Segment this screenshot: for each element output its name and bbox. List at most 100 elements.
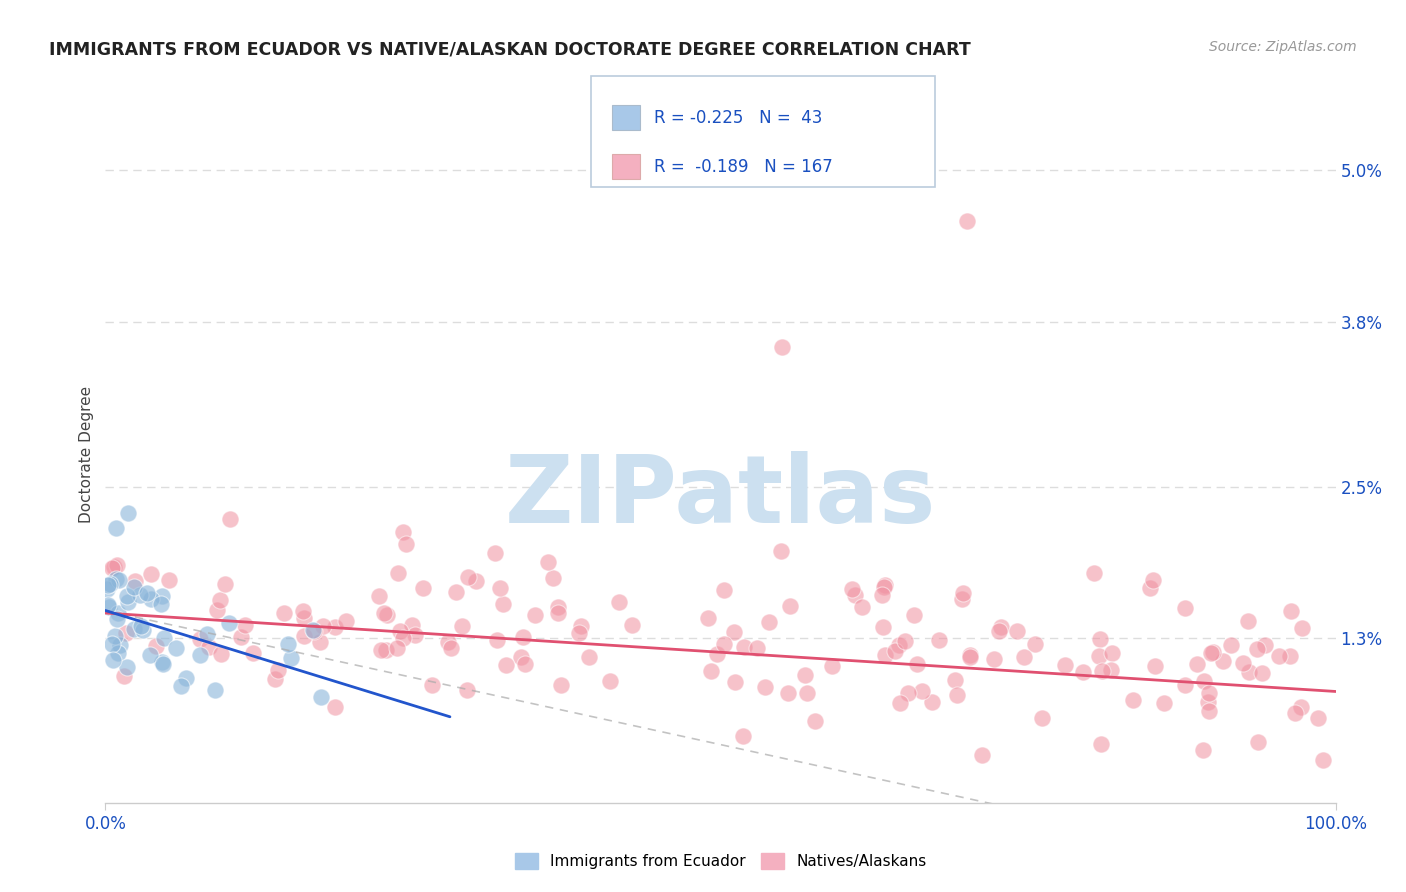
Point	[485, 633, 508, 648]
Point	[124, 574, 146, 588]
Point	[103, 560, 125, 574]
Point	[700, 664, 723, 678]
Point	[1101, 646, 1123, 660]
Point	[873, 577, 896, 591]
Point	[117, 506, 139, 520]
Point	[1143, 659, 1166, 673]
Point	[873, 580, 896, 594]
Point	[599, 674, 621, 689]
Point	[1312, 753, 1334, 767]
Point	[437, 634, 460, 648]
Point	[903, 607, 925, 622]
Point	[568, 626, 591, 640]
Point	[373, 606, 395, 620]
Point	[107, 646, 129, 660]
Point	[1031, 711, 1053, 725]
Point	[198, 640, 221, 655]
Point	[149, 597, 172, 611]
Point	[804, 714, 827, 728]
Point	[242, 646, 264, 660]
Point	[229, 630, 252, 644]
Point	[489, 581, 512, 595]
Point	[713, 583, 735, 598]
Point	[950, 591, 973, 606]
Point	[104, 629, 127, 643]
Point	[706, 647, 728, 661]
Point	[696, 610, 718, 624]
Point	[323, 620, 346, 634]
Point	[375, 608, 398, 623]
Point	[1053, 658, 1076, 673]
Text: ZIPatlas: ZIPatlas	[505, 450, 936, 542]
Point	[987, 624, 1010, 639]
Point	[1192, 743, 1215, 757]
Point	[844, 588, 866, 602]
Point	[952, 586, 974, 600]
Point	[122, 580, 145, 594]
Point	[872, 620, 894, 634]
Point	[420, 678, 443, 692]
Point	[157, 574, 180, 588]
Point	[1088, 632, 1111, 646]
Point	[139, 648, 162, 662]
Point	[1278, 648, 1301, 663]
Point	[1268, 649, 1291, 664]
Point	[104, 572, 127, 586]
Point	[152, 631, 174, 645]
Point	[547, 606, 569, 620]
Text: R = -0.225   N =  43: R = -0.225 N = 43	[654, 109, 823, 127]
Point	[778, 686, 800, 700]
Y-axis label: Doctorate Degree: Doctorate Degree	[79, 386, 94, 524]
Point	[440, 640, 463, 655]
Point	[945, 673, 967, 687]
Point	[152, 657, 174, 671]
Point	[495, 658, 517, 673]
Point	[301, 623, 323, 637]
Point	[1284, 706, 1306, 721]
Point	[733, 730, 755, 744]
Point	[821, 658, 844, 673]
Point	[218, 616, 240, 631]
Point	[1291, 621, 1313, 635]
Point	[309, 635, 332, 649]
Point	[105, 612, 128, 626]
Point	[1088, 648, 1111, 663]
Point	[1090, 737, 1112, 751]
Point	[733, 640, 755, 654]
Text: IMMIGRANTS FROM ECUADOR VS NATIVE/ALASKAN DOCTORATE DEGREE CORRELATION CHART: IMMIGRANTS FROM ECUADOR VS NATIVE/ALASKA…	[49, 40, 972, 58]
Point	[1306, 711, 1329, 725]
Point	[176, 671, 198, 685]
Point	[1012, 649, 1035, 664]
Point	[1202, 645, 1225, 659]
Point	[1071, 665, 1094, 679]
Legend: Immigrants from Ecuador, Natives/Alaskans: Immigrants from Ecuador, Natives/Alaskan…	[509, 847, 932, 875]
Point	[769, 544, 792, 558]
Point	[1237, 665, 1260, 680]
Point	[100, 637, 122, 651]
Point	[139, 566, 162, 581]
Point	[280, 651, 302, 665]
Point	[312, 619, 335, 633]
Point	[204, 682, 226, 697]
Point	[959, 649, 981, 664]
Point	[292, 604, 315, 618]
Point	[214, 576, 236, 591]
Point	[98, 600, 121, 615]
Point	[309, 690, 332, 704]
Point	[170, 680, 193, 694]
Point	[1005, 624, 1028, 639]
Point	[451, 618, 474, 632]
Point	[392, 631, 415, 645]
Point	[905, 657, 928, 671]
Point	[129, 619, 152, 633]
Point	[132, 624, 155, 638]
Point	[195, 626, 218, 640]
Point	[107, 606, 129, 620]
Point	[273, 607, 295, 621]
Point	[263, 673, 285, 687]
Point	[108, 573, 131, 587]
Point	[754, 680, 776, 694]
Point	[464, 574, 486, 588]
Point	[267, 663, 290, 677]
Point	[713, 637, 735, 651]
